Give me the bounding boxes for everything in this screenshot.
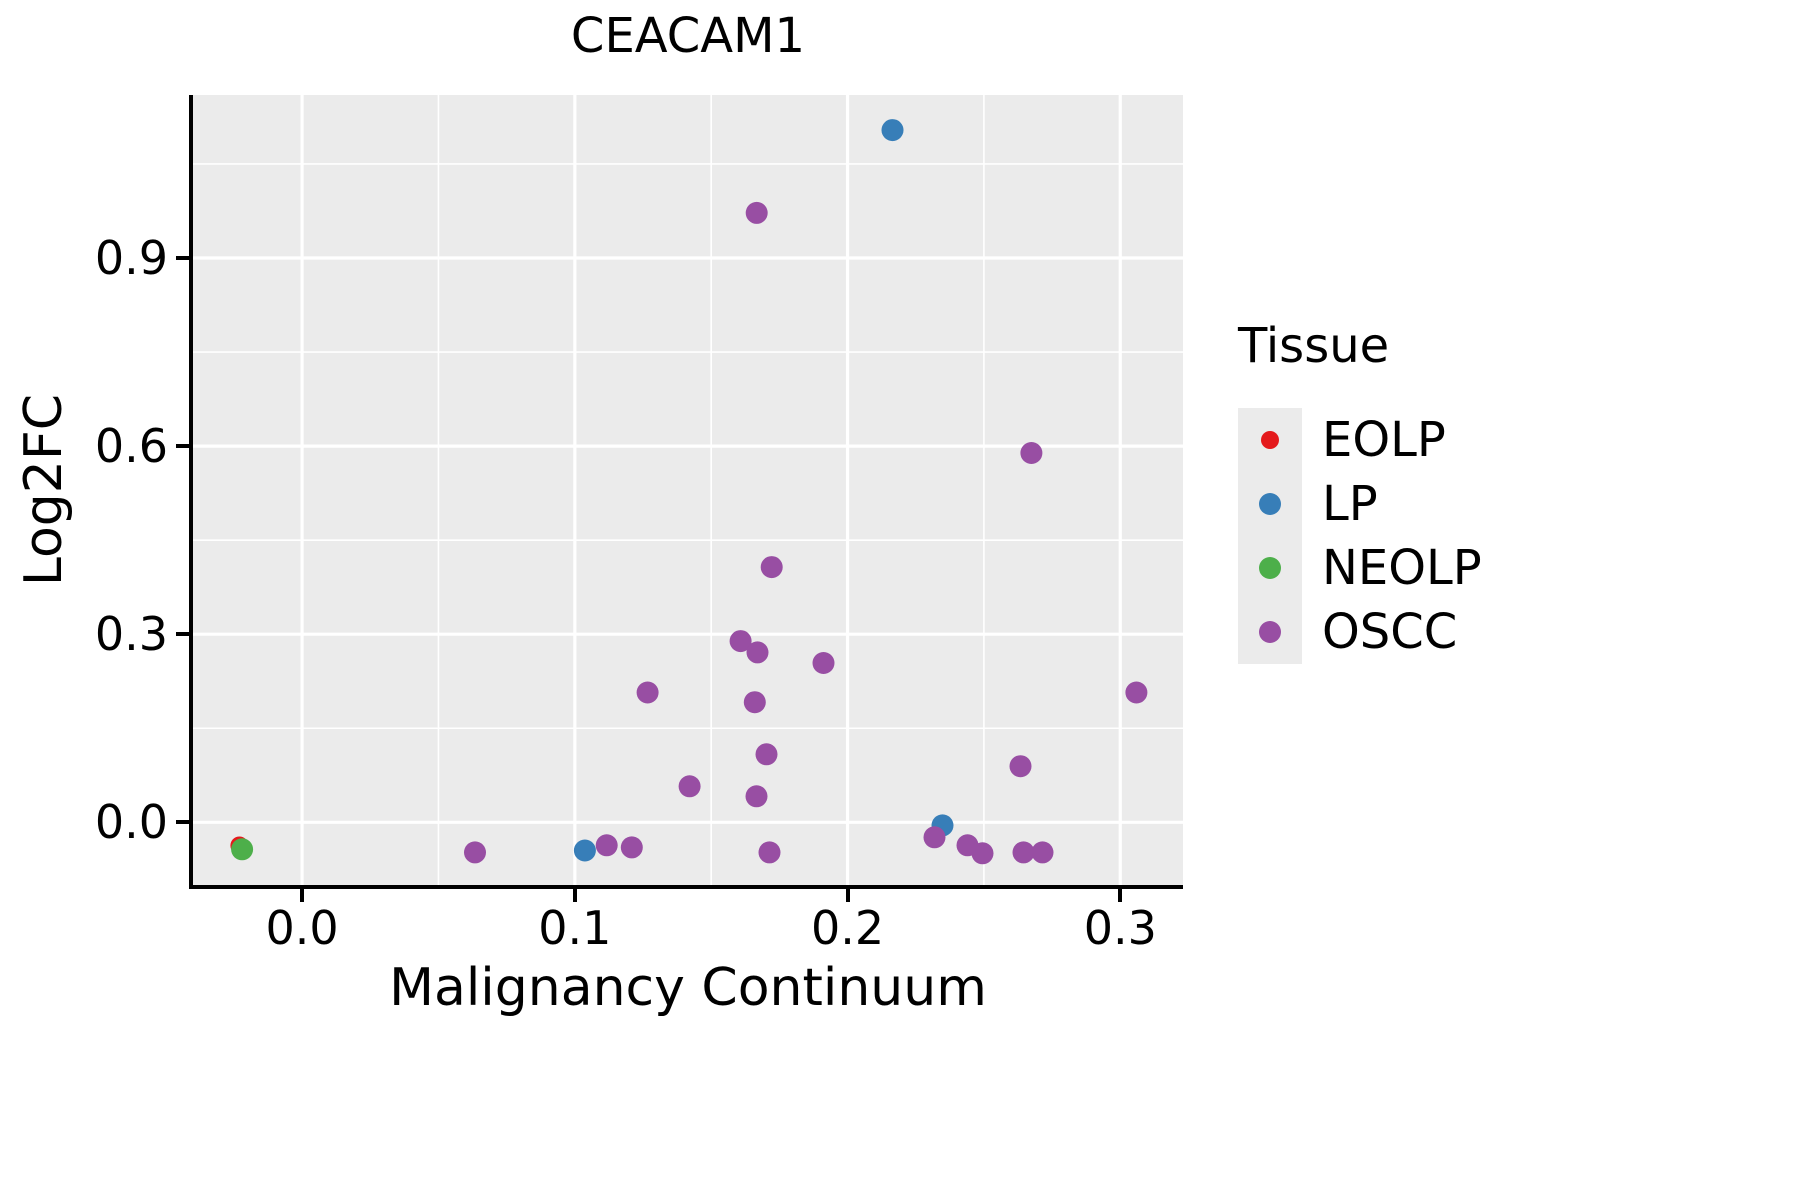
x-tick-label: 0.1 — [538, 901, 612, 955]
legend-item-label: EOLP — [1322, 412, 1446, 468]
data-point-OSCC — [758, 841, 781, 864]
y-tick-label: 0.9 — [94, 231, 168, 286]
legend-swatch-icon — [1261, 431, 1279, 449]
y-tick-mark — [176, 820, 189, 825]
y-tick-label: 0.0 — [94, 795, 168, 850]
data-point-LP — [881, 119, 904, 142]
x-axis-label: Malignancy Continuum — [389, 958, 987, 1018]
legend-swatch-icon — [1259, 557, 1281, 579]
x-tick-mark — [572, 889, 577, 902]
legend-item-NEOLP: NEOLP — [1238, 536, 1482, 600]
y-tick-label: 0.3 — [94, 607, 168, 662]
data-point-OSCC — [1125, 681, 1148, 704]
legend: Tissue EOLP LP NEOLP OSCC — [1238, 318, 1482, 664]
y-tick-mark — [176, 632, 189, 637]
legend-key — [1238, 408, 1302, 472]
data-point-OSCC — [1012, 841, 1035, 864]
data-point-OSCC — [812, 652, 835, 674]
data-point-OSCC — [1020, 442, 1043, 464]
x-tick-label: 0.2 — [810, 901, 885, 955]
legend-key — [1238, 472, 1302, 536]
plot-canvas — [193, 95, 1183, 885]
data-point-OSCC — [729, 630, 752, 653]
y-axis-label: Log2FC — [14, 393, 74, 587]
legend-item-LP: LP — [1238, 472, 1482, 536]
data-point-OSCC — [743, 691, 766, 714]
legend-title: Tissue — [1238, 318, 1390, 374]
data-point-OSCC — [760, 556, 783, 579]
y-tick-mark — [176, 444, 189, 449]
x-tick-mark — [1118, 889, 1123, 902]
legend-swatch-icon — [1259, 493, 1281, 515]
x-tick-label: 0.0 — [265, 901, 339, 955]
data-point-OSCC — [745, 201, 768, 224]
y-axis-line — [189, 95, 193, 889]
legend-key — [1238, 536, 1302, 600]
x-tick-mark — [300, 889, 305, 902]
legend-key — [1238, 600, 1302, 664]
x-tick-mark — [845, 889, 850, 902]
data-point-OSCC — [971, 842, 994, 865]
y-tick-label: 0.6 — [94, 419, 168, 474]
y-tick-mark — [176, 256, 189, 261]
legend-item-EOLP: EOLP — [1238, 408, 1482, 472]
legend-items: EOLP LP NEOLP OSCC — [1238, 408, 1482, 664]
data-point-OSCC — [678, 775, 701, 798]
x-axis-line — [189, 885, 1183, 889]
data-point-NEOLP — [231, 838, 254, 861]
legend-item-label: NEOLP — [1322, 540, 1482, 596]
data-point-OSCC — [595, 834, 618, 857]
legend-item-label: OSCC — [1322, 604, 1458, 660]
data-point-LP — [573, 839, 596, 862]
data-point-OSCC — [745, 785, 768, 808]
data-point-OSCC — [620, 836, 643, 859]
legend-item-label: LP — [1322, 476, 1378, 532]
plot-area — [193, 95, 1183, 885]
data-point-OSCC — [746, 641, 769, 664]
legend-swatch-icon — [1259, 621, 1281, 643]
x-tick-label: 0.3 — [1083, 901, 1157, 955]
data-point-OSCC — [464, 841, 486, 864]
data-point-OSCC — [636, 681, 659, 704]
data-point-OSCC — [1031, 841, 1054, 864]
chart-title: CEACAM1 — [570, 8, 806, 64]
legend-item-OSCC: OSCC — [1238, 600, 1482, 664]
data-point-OSCC — [923, 826, 946, 849]
data-point-OSCC — [1009, 755, 1032, 778]
data-point-OSCC — [755, 743, 778, 766]
